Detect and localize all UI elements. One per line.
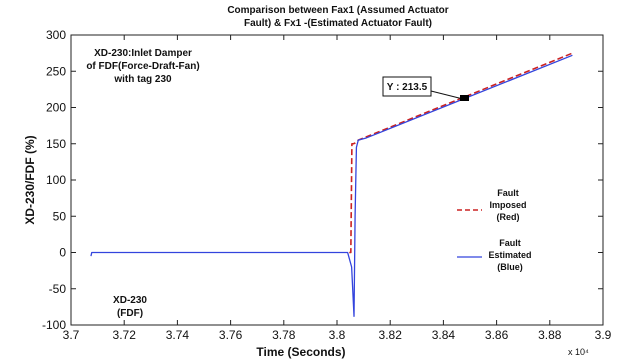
x-tick-label: 3.7 bbox=[63, 328, 80, 342]
x-tick-label: 3.82 bbox=[379, 328, 403, 342]
chart-title-line-1: Comparison between Fax1 (Assumed Actuato… bbox=[227, 5, 448, 16]
datatip-leader bbox=[430, 90, 464, 100]
chart-title-line-2: Fault) & Fx1 -(Estimated Actuator Fault) bbox=[244, 18, 432, 29]
x-axis-label: Time (Seconds) bbox=[256, 345, 345, 359]
x-tick-label: 3.8 bbox=[329, 328, 346, 342]
x-tick-label: 3.78 bbox=[272, 328, 296, 342]
x-axis-multiplier: x 10⁴ bbox=[568, 347, 589, 357]
y-tick-label: 50 bbox=[53, 209, 67, 223]
x-tick-label: 3.72 bbox=[113, 328, 137, 342]
x-tick-label: 3.86 bbox=[485, 328, 509, 342]
x-tick-label: 3.84 bbox=[432, 328, 456, 342]
x-tick-label: 3.88 bbox=[538, 328, 562, 342]
legend-estimated-line-2: Estimated bbox=[488, 250, 531, 260]
datatip-box bbox=[382, 76, 432, 97]
datatip-marker bbox=[460, 95, 469, 101]
x-tick-label: 3.74 bbox=[166, 328, 190, 342]
legend-estimated-line-3: (Blue) bbox=[497, 262, 523, 272]
annotation-tag-line-1: XD-230:Inlet Damper bbox=[94, 48, 192, 59]
y-tick-label: 250 bbox=[46, 64, 66, 78]
series-layer bbox=[90, 52, 573, 317]
annotation-tag-line-3: with tag 230 bbox=[113, 74, 172, 85]
y-tick-label: -50 bbox=[49, 282, 67, 296]
y-tick-label: -100 bbox=[42, 318, 66, 332]
y-tick-label: 100 bbox=[46, 173, 66, 187]
y-tick-label: 200 bbox=[46, 101, 66, 115]
legend: Fault Imposed (Red) Fault Estimated (Blu… bbox=[457, 188, 532, 272]
legend-imposed-line-3: (Red) bbox=[497, 212, 520, 222]
series-line-fault-estimated bbox=[90, 54, 573, 317]
y-tick-label: 0 bbox=[59, 246, 66, 260]
axis-ticks: 3.7 3.72 3.74 3.76 3.78 3.8 3.82 3.84 3.86 3.88 3.… bbox=[42, 28, 612, 342]
y-axis-label: XD-230/FDF (%) bbox=[23, 135, 37, 224]
legend-imposed-line-2: Imposed bbox=[489, 200, 526, 210]
y-tick-label: 150 bbox=[46, 137, 66, 151]
annotation-tag-line-2: of FDF(Force-Draft-Fan) bbox=[86, 61, 199, 72]
plot-area bbox=[70, 34, 604, 326]
y-tick-label: 300 bbox=[46, 28, 66, 42]
datatip[interactable]: Y : 213.5 bbox=[382, 76, 469, 101]
legend-estimated-line-1: Fault bbox=[499, 238, 521, 248]
x-tick-label: 3.9 bbox=[595, 328, 612, 342]
legend-imposed-line-1: Fault bbox=[497, 188, 519, 198]
datatip-label: Y : 213.5 bbox=[387, 82, 428, 93]
x-tick-label: 3.76 bbox=[219, 328, 243, 342]
annotation-device-line-1: XD-230 bbox=[113, 295, 147, 306]
annotation-device-line-2: (FDF) bbox=[117, 308, 143, 319]
